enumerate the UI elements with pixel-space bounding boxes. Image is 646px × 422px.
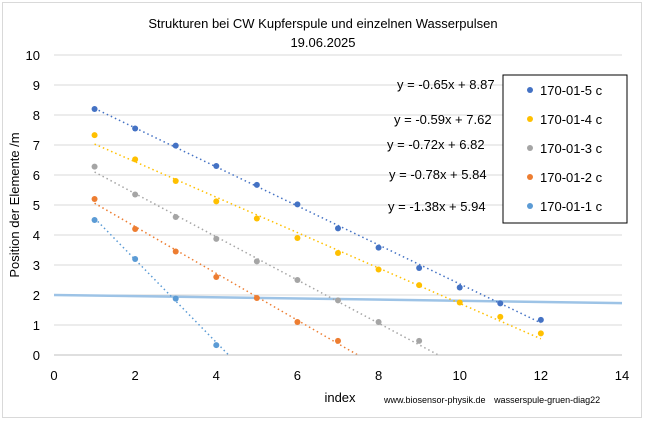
data-point — [416, 282, 423, 289]
trendline-series-4 — [94, 202, 359, 356]
legend-marker — [527, 116, 533, 122]
y-tick-label: 1 — [33, 318, 40, 333]
trendline-series-1 — [94, 107, 542, 324]
data-point — [213, 198, 220, 205]
equation-label-1: y = -1.38x + 5.94 — [388, 199, 486, 214]
data-point — [91, 217, 98, 223]
equation-label-4: y = -0.59x + 7.62 — [394, 112, 492, 127]
data-point — [91, 132, 98, 139]
footer-diagram-id: wasserspule-gruen-diag22 — [494, 395, 601, 405]
y-tick-label: 4 — [33, 228, 40, 243]
legend-box — [502, 74, 628, 224]
legend-marker — [527, 87, 533, 93]
legend-label: 170-01-1 c — [540, 199, 603, 214]
data-point — [335, 297, 341, 304]
y-tick-label: 3 — [33, 258, 40, 273]
data-point — [213, 163, 220, 169]
data-point — [294, 277, 301, 283]
data-point — [294, 201, 301, 208]
data-point — [375, 244, 382, 251]
data-point — [132, 256, 139, 262]
trendlines — [94, 107, 542, 356]
data-point — [537, 316, 544, 323]
legend-marker — [527, 174, 533, 180]
legend-marker — [527, 145, 533, 151]
legend: 170-01-5 c 170-01-4 c 170-01-3 c 170-01-2 c… — [502, 74, 628, 224]
data-point — [91, 196, 98, 202]
x-tick-label: 0 — [50, 368, 57, 383]
footer-website: www.biosensor-physik.de — [384, 395, 486, 405]
equation-label-5: y = -0.65x + 8.87 — [397, 77, 495, 92]
data-point — [294, 319, 301, 325]
data-point — [375, 319, 382, 325]
data-point — [253, 258, 260, 265]
data-point — [497, 313, 504, 320]
data-point — [91, 163, 98, 170]
x-tick-label: 8 — [375, 368, 382, 383]
y-tick-label: 2 — [33, 288, 40, 303]
data-point — [132, 156, 139, 163]
legend-marker — [527, 203, 533, 209]
data-point — [335, 250, 341, 256]
x-tick-label: 12 — [534, 368, 548, 383]
data-point — [456, 299, 463, 306]
y-tick-label: 9 — [33, 78, 40, 93]
y-tick-label: 7 — [33, 138, 40, 153]
data-point — [375, 266, 382, 273]
footer-credits: www.biosensor-physik.de wasserspule-grue… — [384, 395, 600, 405]
data-point — [416, 337, 423, 344]
data-point — [213, 342, 220, 349]
trendline-series-5 — [94, 217, 229, 356]
x-tick-label: 4 — [213, 368, 220, 383]
data-point — [132, 125, 139, 132]
data-point — [132, 191, 139, 198]
data-point — [132, 226, 139, 232]
x-tick-label: 6 — [294, 368, 301, 383]
trendline-series-2 — [94, 143, 542, 340]
data-point — [456, 284, 463, 291]
equation-label-2: y = -0.78x + 5.84 — [389, 167, 487, 182]
x-tick-label: 10 — [452, 368, 466, 383]
data-point — [335, 225, 341, 232]
trendline-series-3 — [94, 171, 439, 356]
legend-label: 170-01-5 c — [540, 83, 603, 98]
data-point — [91, 106, 98, 112]
data-point — [172, 178, 179, 184]
chart-title: Strukturen bei CW Kupferspule und einzel… — [148, 16, 497, 31]
x-tick-label: 2 — [132, 368, 139, 383]
data-point — [335, 337, 341, 344]
data-point — [172, 214, 179, 220]
data-point — [497, 300, 504, 307]
y-tick-label: 8 — [33, 108, 40, 123]
data-points — [91, 106, 544, 349]
data-point — [253, 181, 260, 188]
x-tick-label: 14 — [615, 368, 629, 383]
data-point — [253, 215, 260, 222]
y-tick-label: 6 — [33, 168, 40, 183]
equation-label-3: y = -0.72x + 6.82 — [387, 137, 485, 152]
data-point — [416, 265, 423, 271]
data-point — [253, 295, 260, 301]
data-point — [213, 235, 220, 242]
y-tick-label: 5 — [33, 198, 40, 213]
data-point — [213, 274, 220, 280]
data-point — [172, 295, 179, 302]
legend-label: 170-01-3 c — [540, 141, 603, 156]
data-point — [172, 142, 179, 149]
data-point — [294, 235, 301, 241]
data-point — [537, 330, 544, 337]
y-axis-label: Position der Elemente /m — [7, 132, 22, 277]
data-point — [172, 248, 179, 255]
x-axis-label: index — [324, 390, 356, 405]
legend-label: 170-01-2 c — [540, 170, 603, 185]
chart-subtitle: 19.06.2025 — [290, 35, 355, 50]
y-tick-label: 10 — [26, 48, 40, 63]
legend-label: 170-01-4 c — [540, 112, 603, 127]
y-tick-label: 0 — [33, 348, 40, 363]
